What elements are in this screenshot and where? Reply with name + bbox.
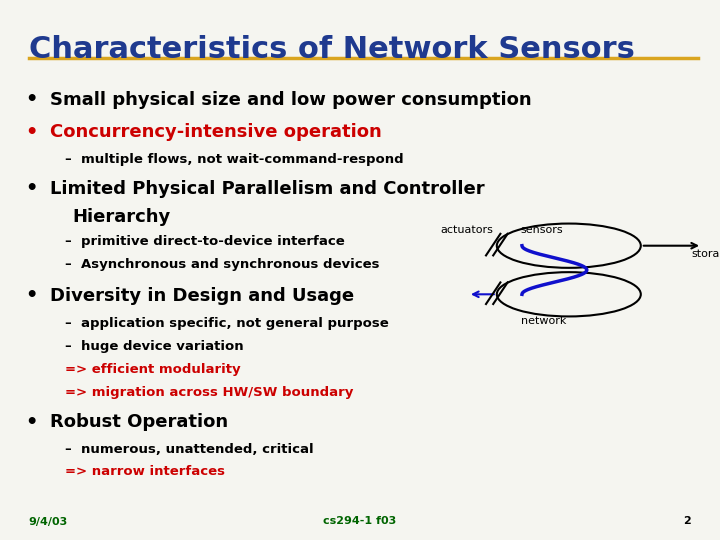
Text: Robust Operation: Robust Operation [50, 413, 228, 431]
Text: •: • [25, 90, 37, 110]
Text: 2: 2 [683, 516, 691, 526]
Text: Concurrency-intensive operation: Concurrency-intensive operation [50, 123, 382, 141]
Text: –  Asynchronous and synchronous devices: – Asynchronous and synchronous devices [65, 258, 379, 271]
Text: –  huge device variation: – huge device variation [65, 340, 243, 353]
Text: actuators: actuators [440, 225, 493, 235]
Text: Limited Physical Parallelism and Controller: Limited Physical Parallelism and Control… [50, 180, 485, 198]
Text: •: • [25, 123, 37, 142]
Text: –  numerous, unattended, critical: – numerous, unattended, critical [65, 443, 313, 456]
Text: Characteristics of Network Sensors: Characteristics of Network Sensors [29, 35, 634, 64]
Text: –  primitive direct-to-device interface: – primitive direct-to-device interface [65, 235, 345, 248]
Text: network: network [521, 316, 567, 326]
Text: => migration across HW/SW boundary: => migration across HW/SW boundary [65, 386, 354, 399]
Text: storage: storage [691, 249, 720, 259]
Text: sensors: sensors [520, 225, 563, 235]
Text: cs294-1 f03: cs294-1 f03 [323, 516, 397, 526]
Text: •: • [25, 286, 37, 306]
Text: –  application specific, not general purpose: – application specific, not general purp… [65, 318, 389, 330]
Text: => efficient modularity: => efficient modularity [65, 363, 240, 376]
Text: –  multiple flows, not wait-command-respond: – multiple flows, not wait-command-respo… [65, 153, 403, 166]
Text: 9/4/03: 9/4/03 [29, 516, 68, 526]
Text: Hierarchy: Hierarchy [72, 208, 170, 226]
Text: => narrow interfaces: => narrow interfaces [65, 465, 225, 478]
Text: •: • [25, 413, 37, 432]
Text: Small physical size and low power consumption: Small physical size and low power consum… [50, 91, 532, 109]
Text: Diversity in Design and Usage: Diversity in Design and Usage [50, 287, 354, 305]
Text: •: • [25, 179, 37, 199]
